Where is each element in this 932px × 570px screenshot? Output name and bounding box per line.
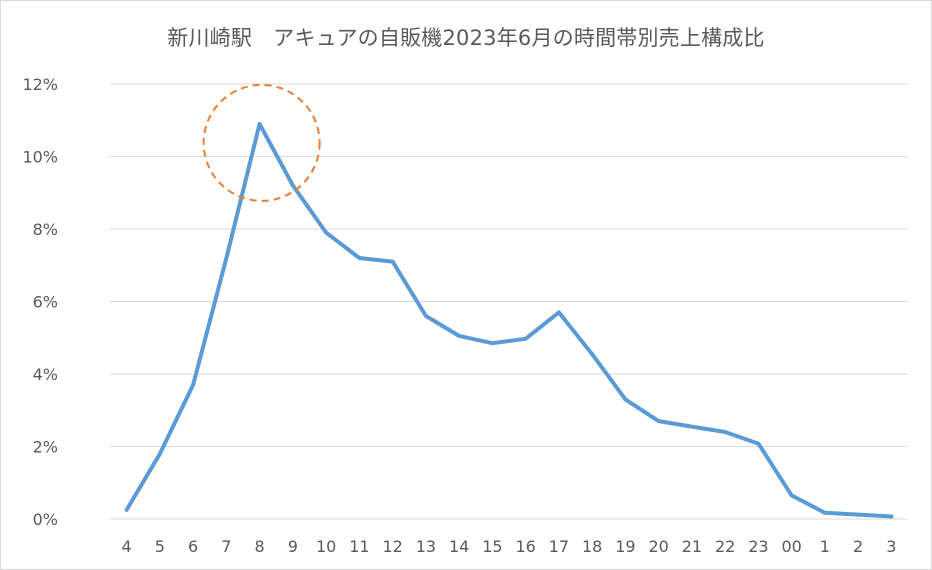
x-tick-label: 3	[886, 537, 896, 556]
x-tick-label: 14	[449, 537, 469, 556]
y-tick-label: 6%	[33, 293, 58, 312]
data-point	[125, 508, 129, 512]
data-point	[324, 231, 328, 235]
chart-title: 新川崎駅 アキュアの自販機2023年6月の時間帯別売上構成比	[167, 26, 765, 50]
data-point	[291, 184, 295, 188]
series-group	[124, 121, 894, 519]
y-tick-label: 2%	[33, 438, 58, 457]
x-tick-label: 22	[715, 537, 735, 556]
highlight-circle	[202, 83, 321, 202]
x-tick-label: 2	[853, 537, 863, 556]
data-point	[557, 310, 561, 314]
data-point	[690, 425, 694, 429]
data-point	[158, 452, 162, 456]
x-tick-label: 23	[748, 537, 768, 556]
data-point	[457, 334, 461, 338]
x-tick-label: 15	[482, 537, 502, 556]
y-tick-label: 0%	[33, 510, 58, 529]
annotations	[202, 83, 321, 202]
x-tick-label: 18	[582, 537, 602, 556]
data-point	[790, 493, 794, 497]
y-tick-label: 8%	[33, 220, 58, 239]
data-point	[623, 397, 627, 401]
series-line	[124, 121, 894, 519]
data-point	[657, 419, 661, 423]
data-point	[756, 442, 760, 446]
data-point	[590, 352, 594, 356]
x-tick-label: 20	[648, 537, 668, 556]
x-tick-label: 00	[781, 537, 801, 556]
y-axis-tick-labels: 0% 2% 4% 6% 8% 10% 12%	[22, 75, 58, 529]
x-tick-label: 19	[615, 537, 635, 556]
data-point	[424, 314, 428, 318]
x-tick-label: 21	[682, 537, 702, 556]
y-tick-label: 12%	[22, 75, 58, 94]
x-tick-label: 10	[316, 537, 336, 556]
data-point	[191, 383, 195, 387]
data-point	[823, 511, 827, 515]
data-point	[224, 256, 228, 260]
x-axis-tick-labels: 4 5 6 7 8 9 10 11 12 13 14 15 16 17 18 19 20 21 22 23 00 1 2 3	[122, 537, 897, 556]
x-tick-label: 12	[382, 537, 402, 556]
data-point	[723, 430, 727, 434]
gridlines	[110, 83, 908, 520]
y-tick-label: 4%	[33, 365, 58, 384]
data-point	[357, 256, 361, 260]
x-tick-label: 13	[416, 537, 436, 556]
x-tick-label: 16	[515, 537, 535, 556]
x-tick-label: 17	[549, 537, 569, 556]
x-tick-label: 9	[288, 537, 298, 556]
x-tick-label: 11	[349, 537, 369, 556]
x-tick-label: 6	[188, 537, 198, 556]
x-tick-label: 1	[820, 537, 830, 556]
data-point	[391, 260, 395, 264]
y-tick-label: 10%	[22, 148, 58, 167]
data-point	[258, 122, 262, 126]
data-point	[856, 513, 860, 517]
data-point	[490, 341, 494, 345]
x-tick-label: 7	[221, 537, 231, 556]
data-point	[524, 337, 528, 341]
x-tick-label: 4	[122, 537, 132, 556]
x-tick-label: 5	[155, 537, 165, 556]
data-point	[889, 514, 893, 518]
x-tick-label: 8	[255, 537, 265, 556]
